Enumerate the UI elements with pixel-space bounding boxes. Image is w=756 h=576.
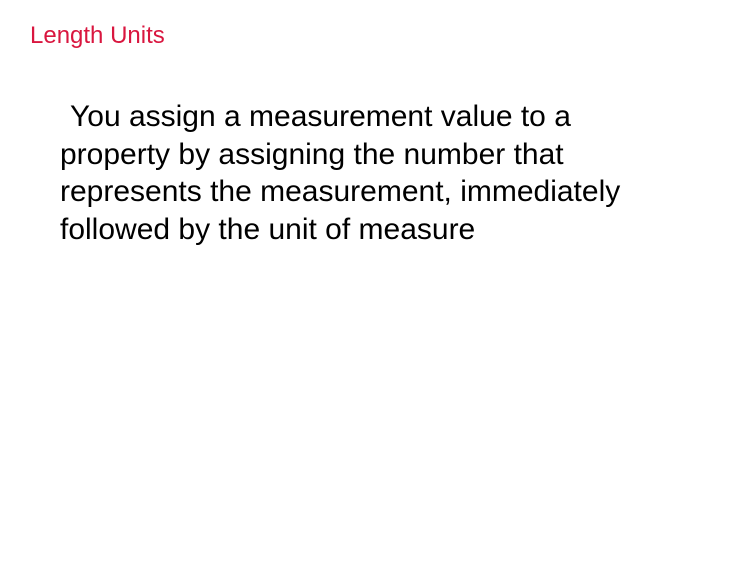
slide-heading: Length Units: [30, 22, 165, 50]
slide-body-text: You assign a measurement value to a prop…: [60, 98, 680, 248]
slide-container: Length Units You assign a measurement va…: [0, 0, 756, 576]
